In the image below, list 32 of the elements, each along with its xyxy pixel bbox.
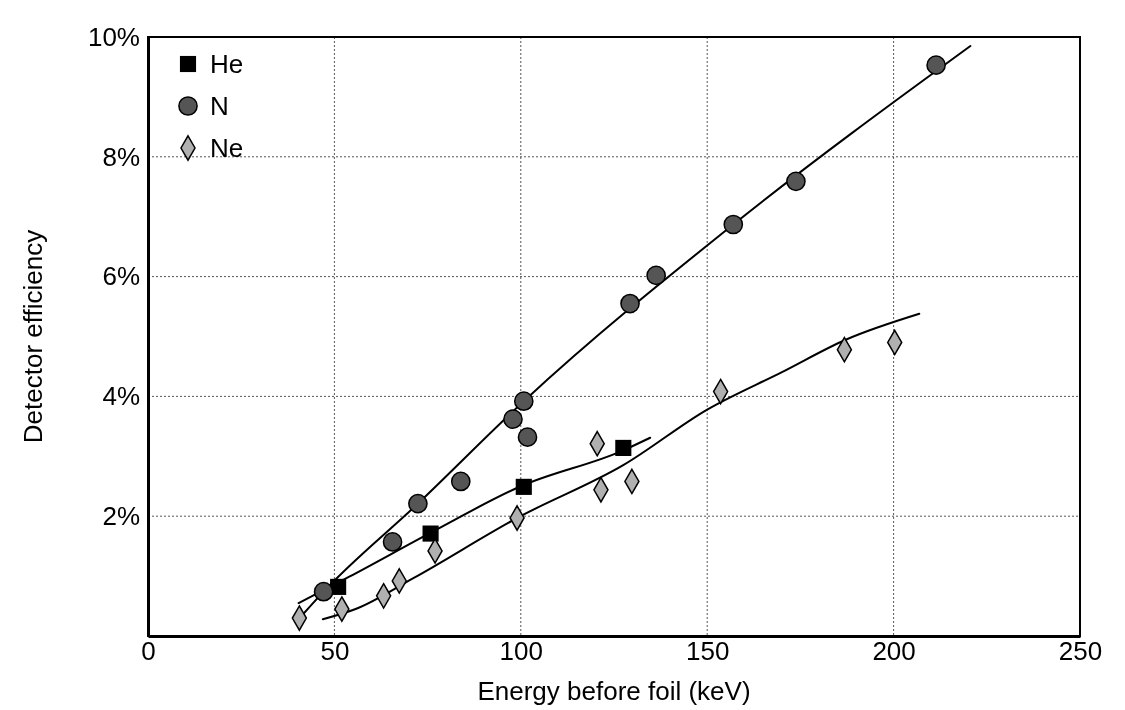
x-tick-label: 100	[499, 636, 543, 667]
point	[513, 391, 534, 412]
point	[382, 532, 403, 552]
x-tick-label: 0	[141, 636, 156, 667]
y-tick-label: 6%	[102, 261, 140, 292]
point	[408, 493, 428, 514]
line-series	[321, 312, 921, 621]
point	[515, 478, 532, 495]
point	[620, 293, 640, 314]
x-tick-label: 200	[872, 636, 916, 667]
x-tick-label: 150	[686, 636, 730, 667]
point	[422, 525, 439, 542]
point	[926, 55, 946, 75]
point	[517, 427, 538, 447]
legend-label: N	[210, 91, 229, 121]
legend-label: He	[210, 49, 244, 79]
point	[450, 471, 471, 492]
point	[723, 214, 744, 235]
x-axis-title: Energy before foil (keV)	[477, 676, 751, 706]
y-tick-label: 4%	[102, 381, 140, 412]
point	[786, 171, 806, 192]
point	[503, 409, 523, 429]
point	[646, 265, 666, 286]
y-axis-title: Detector efficiency	[18, 229, 48, 444]
x-tick-label: 50	[320, 636, 350, 667]
y-tick-label: 8%	[102, 141, 140, 172]
point	[615, 439, 632, 456]
point	[313, 581, 334, 602]
y-tick-label: 2%	[102, 501, 140, 532]
legend-label: Ne	[210, 133, 244, 163]
x-tick-label: 250	[1058, 636, 1103, 667]
y-tick-label: 10%	[87, 21, 140, 52]
